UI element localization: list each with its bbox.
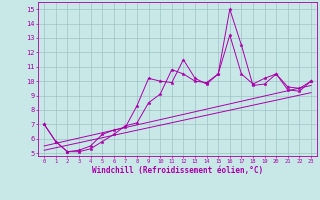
X-axis label: Windchill (Refroidissement éolien,°C): Windchill (Refroidissement éolien,°C) <box>92 166 263 175</box>
